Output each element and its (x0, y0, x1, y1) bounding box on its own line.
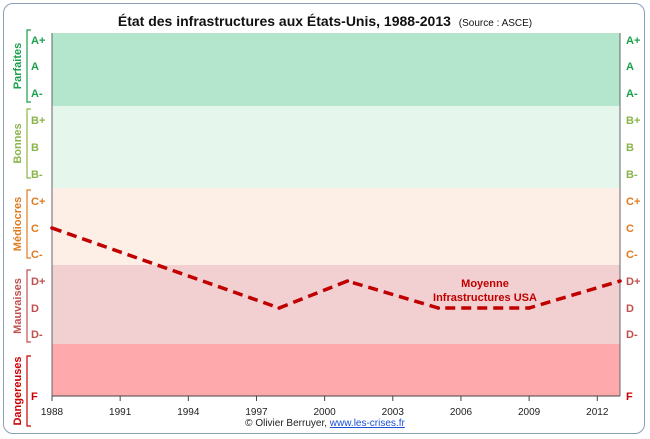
category-label: Parfaites (12, 43, 24, 89)
x-tick-label: 1988 (41, 407, 64, 418)
series-point (527, 306, 531, 310)
series-point (436, 306, 441, 310)
band-4 (52, 344, 620, 396)
grade-label-right: D (626, 303, 634, 315)
band-3 (52, 265, 620, 344)
grade-label-left: C+ (31, 196, 45, 208)
bracket-2 (26, 189, 31, 259)
grade-label-left: B- (31, 169, 43, 181)
grade-label-left: F (31, 391, 38, 403)
x-tick-label: 1991 (109, 407, 132, 418)
grade-label-right: B+ (626, 115, 640, 127)
grade-label-left: A (31, 61, 39, 73)
x-tick-label: 1994 (177, 407, 200, 418)
x-tick-label: 2003 (382, 407, 405, 418)
category-label: Médiocres (12, 197, 24, 251)
bracket-0 (26, 29, 31, 103)
grade-label-right: A+ (626, 35, 640, 47)
category-label: Bonnes (12, 123, 24, 163)
grade-label-right: F (626, 391, 633, 403)
band-2 (52, 188, 620, 265)
credit-author: © Olivier Berruyer, (245, 418, 328, 429)
grade-label-left: B+ (31, 115, 45, 127)
grade-label-left: D+ (31, 276, 45, 288)
grade-label-right: B- (626, 169, 638, 181)
series-point (618, 279, 622, 283)
series-annotation: Moyenne (461, 278, 509, 290)
grade-label-right: C- (626, 249, 638, 261)
chart-title-row: État des infrastructures aux États-Unis,… (0, 13, 650, 29)
x-tick-label: 1997 (245, 407, 268, 418)
series-point (277, 306, 282, 310)
series-point (345, 279, 350, 283)
grade-label-right: A (626, 61, 634, 73)
grade-label-left: C (31, 223, 39, 235)
series-line (51, 226, 621, 310)
bracket-1 (26, 108, 31, 179)
band-0 (52, 33, 620, 106)
bracket-4 (26, 355, 31, 427)
series-annotation: Infrastructures USA (433, 292, 537, 304)
grade-label-left: D (31, 303, 39, 315)
grade-label-left: A+ (31, 35, 45, 47)
grade-label-right: C+ (626, 196, 640, 208)
grade-label-left: C- (31, 249, 43, 261)
grade-label-right: A- (626, 88, 638, 100)
grade-label-left: B (31, 142, 39, 154)
series-point (50, 226, 54, 230)
grade-label-right: D+ (626, 276, 640, 288)
x-tick-label: 2006 (450, 407, 473, 418)
grade-label-left: D- (31, 329, 43, 341)
chart-subtitle: (Source : ASCE) (458, 18, 533, 29)
grade-label-right: B (626, 142, 634, 154)
x-tick-label: 2000 (314, 407, 337, 418)
credit-line: © Olivier Berruyer, www.les-crises.fr (0, 418, 650, 429)
chart-title: État des infrastructures aux États-Unis,… (117, 13, 451, 29)
grade-label-left: A- (31, 88, 43, 100)
x-tick-label: 2009 (518, 407, 541, 418)
band-1 (52, 106, 620, 188)
credit-link[interactable]: www.les-crises.fr (329, 418, 405, 429)
category-label: Dangereuses (12, 356, 24, 425)
x-tick-label: 2012 (586, 407, 609, 418)
category-label: Mauvaises (12, 278, 24, 334)
bracket-3 (26, 269, 31, 343)
grade-label-right: C (626, 223, 634, 235)
grade-label-right: D- (626, 329, 638, 341)
